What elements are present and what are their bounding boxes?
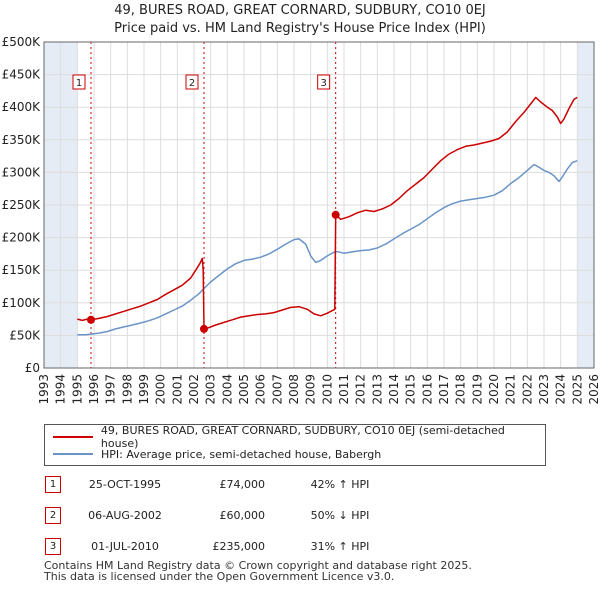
x-tick-label: 2024 [554, 374, 568, 405]
x-tick-label: 2003 [204, 374, 218, 405]
chart-title: 49, BURES ROAD, GREAT CORNARD, SUDBURY, … [114, 3, 486, 18]
x-tick-label: 2001 [170, 374, 184, 405]
y-tick-label: £100K [2, 296, 42, 310]
x-tick-label: 2000 [154, 374, 168, 405]
x-tick-label: 2021 [504, 374, 518, 405]
x-tick-label: 2005 [237, 374, 251, 405]
x-tick-label: 2006 [254, 374, 268, 405]
table-row: 3 01-JUL-2010 £235,000 31% ↑ HPI [0, 538, 600, 558]
x-tick-label: 2026 [587, 374, 600, 405]
sale-hpi-diff: 31% ↑ HPI [310, 540, 370, 553]
sale-point [200, 324, 208, 333]
y-tick-label: £50K [9, 328, 41, 342]
x-tick-label: 2017 [437, 374, 451, 405]
x-tick-label: 2010 [320, 374, 334, 405]
x-tick-label: 2025 [570, 374, 584, 405]
x-tick-label: 2004 [220, 374, 234, 405]
x-tick-label: 2018 [454, 374, 468, 405]
y-tick-label: £500K [2, 35, 42, 49]
y-tick-label: £450K [2, 68, 42, 82]
footer: Contains HM Land Registry data © Crown c… [44, 560, 472, 582]
x-tick-label: 2008 [287, 374, 301, 405]
x-tick-label: 1994 [54, 374, 68, 405]
y-tick-label: £300K [2, 165, 42, 179]
legend-label-property: 49, BURES ROAD, GREAT CORNARD, SUDBURY, … [100, 424, 505, 450]
x-tick-label: 1997 [104, 374, 118, 405]
x-tick-label: 2014 [387, 374, 401, 405]
x-tick-label: 2023 [537, 374, 551, 405]
sale-date: 06-AUG-2002 [88, 509, 162, 522]
y-tick-label: £150K [2, 263, 42, 277]
sale-number-badge: 3 [45, 538, 61, 555]
x-tick-label: 2013 [370, 374, 384, 405]
y-tick-label: £350K [2, 133, 42, 147]
legend: 49, BURES ROAD, GREAT CORNARD, SUDBURY, … [44, 424, 546, 466]
legend-swatch-blue [53, 453, 93, 455]
plot-border [43, 41, 595, 369]
sale-number-box [185, 74, 199, 90]
sale-number-box [72, 74, 86, 90]
x-tick-label: 2011 [337, 374, 351, 405]
sale-date: 25-OCT-1995 [88, 478, 162, 491]
legend-item-property: 49, BURES ROAD, GREAT CORNARD, SUDBURY, … [53, 424, 545, 450]
x-tick-label: 1995 [70, 374, 84, 405]
y-tick-label: £400K [2, 100, 42, 114]
sale-price: £60,000 [219, 509, 266, 522]
sale-number-label: 1 [76, 78, 82, 89]
x-tick-label: 1996 [87, 374, 101, 405]
table-row: 2 06-AUG-2002 £60,000 50% ↓ HPI [0, 507, 600, 527]
x-tick-label: 2020 [487, 374, 501, 405]
legend-label-hpi: HPI: Average price, semi-detached house,… [101, 447, 382, 461]
sale-date: 01-JUL-2010 [91, 540, 159, 553]
table-row: 1 25-OCT-1995 £74,000 42% ↑ HPI [0, 476, 600, 496]
x-tick-label: 2012 [354, 374, 368, 405]
series-line-property [77, 96, 578, 330]
x-tick-label: 2002 [187, 374, 201, 405]
x-tick-label: 2016 [420, 374, 434, 405]
sale-number-label: 3 [320, 78, 326, 89]
x-tick-label: 2007 [270, 374, 284, 405]
sale-number-box [317, 74, 331, 90]
x-tick-label: 2022 [520, 374, 534, 405]
legend-item-hpi: HPI: Average price, semi-detached house,… [53, 446, 381, 462]
x-tick-label: 1993 [37, 374, 51, 405]
sale-price: £235,000 [212, 540, 266, 553]
sale-number-label: 2 [189, 78, 195, 89]
sale-hpi-diff: 42% ↑ HPI [310, 478, 370, 491]
x-tick-label: 2009 [304, 374, 318, 405]
footer-license: This data is licensed under the Open Gov… [44, 570, 395, 583]
chart-subtitle: Price paid vs. HM Land Registry's House … [114, 21, 486, 36]
legend-swatch-red [53, 436, 93, 438]
series-line-hpi [77, 159, 578, 336]
price-chart: £0 £50K £100K £150K £200K £250K £300K £350K £400… [2, 35, 600, 405]
sale-number-badge: 2 [45, 507, 61, 524]
sale-point [331, 210, 340, 219]
y-tick-label: £250K [2, 198, 42, 212]
x-tick-label: 1998 [120, 374, 134, 405]
sale-price: £74,000 [219, 478, 266, 491]
x-tick-label: 2015 [404, 374, 418, 405]
footer-copyright: Contains HM Land Registry data © Crown c… [44, 559, 472, 572]
y-tick-label: £200K [2, 231, 42, 245]
sale-hpi-diff: 50% ↓ HPI [310, 509, 370, 522]
x-tick-label: 2019 [470, 374, 484, 405]
y-tick-label: £0 [25, 361, 40, 375]
x-tick-label: 1999 [137, 374, 151, 405]
sale-number-badge: 1 [45, 476, 61, 493]
sale-point [87, 315, 95, 324]
